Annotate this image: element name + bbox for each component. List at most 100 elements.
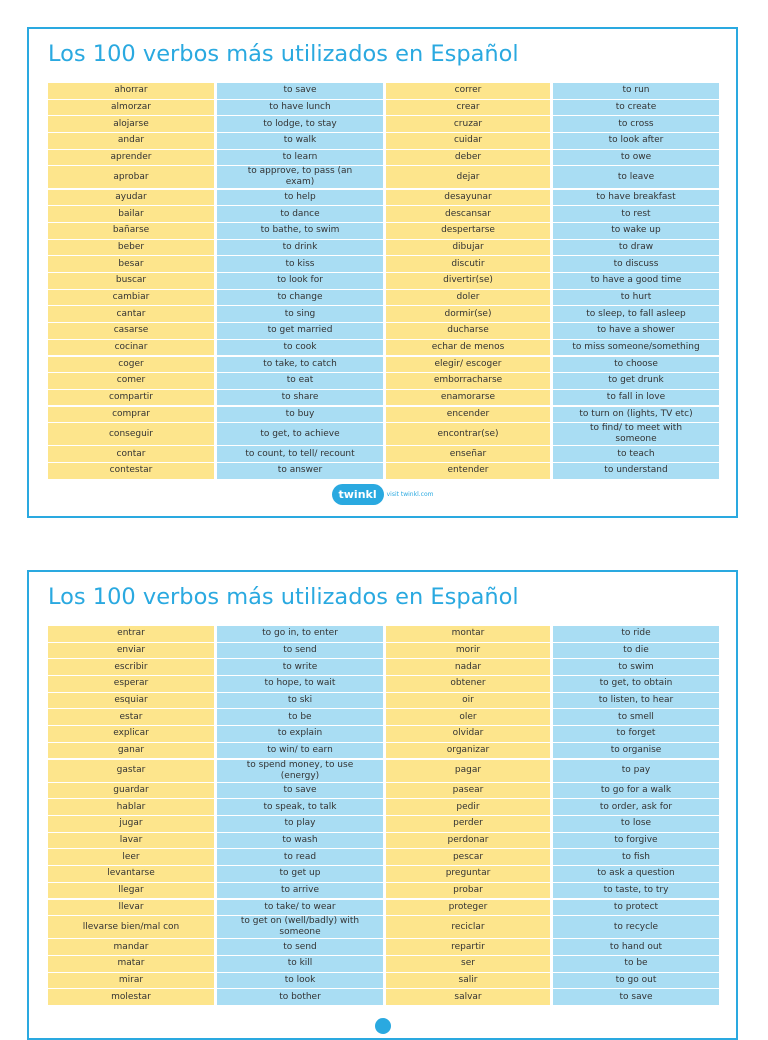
english-translation: to play [217, 816, 383, 832]
english-translation: to dance [217, 206, 383, 222]
english-translation: to choose [553, 356, 719, 372]
english-translation: to sing [217, 306, 383, 322]
spanish-verb: llevarse bien/mal con [48, 916, 214, 939]
spanish-verb: levantarse [48, 866, 214, 882]
spanish-verb: pagar [386, 759, 550, 782]
spanish-verb: conseguir [48, 423, 214, 446]
spanish-verb: gastar [48, 759, 214, 782]
english-translation: to fall in love [553, 389, 719, 406]
spanish-verb: organizar [386, 742, 550, 759]
spanish-verb: cambiar [48, 289, 214, 306]
spanish-verb: pescar [386, 849, 550, 865]
spanish-verb: repartir [386, 939, 550, 955]
spanish-verb: ganar [48, 742, 214, 759]
english-translation: to owe [553, 149, 719, 166]
spanish-verb: doler [386, 289, 550, 306]
spanish-verb: mirar [48, 972, 214, 989]
spanish-verb: enviar [48, 642, 214, 659]
footer-link: visit twinkl.com [386, 491, 434, 498]
english-translation: to sleep, to fall asleep [553, 306, 719, 322]
spanish-verb: elegir/ escoger [386, 356, 550, 372]
spanish-verb: discutir [386, 256, 550, 272]
spanish-verb: esperar [48, 676, 214, 692]
spanish-verb: escribir [48, 659, 214, 675]
english-translation: to understand [553, 463, 719, 479]
spanish-verb: cantar [48, 306, 214, 322]
english-translation: to kiss [217, 256, 383, 272]
english-translation: to run [553, 83, 719, 99]
english-translation: to ride [553, 626, 719, 642]
english-translation: to eat [217, 373, 383, 389]
english-translation: to learn [217, 149, 383, 166]
english-translation: to approve, to pass (an exam) [217, 166, 383, 189]
title: Los 100 verbos más utilizados en Español [48, 584, 519, 610]
english-translation: to have a shower [553, 323, 719, 339]
english-translation: to buy [217, 406, 383, 423]
spanish-verb: salir [386, 972, 550, 989]
spanish-verb: guardar [48, 782, 214, 799]
english-translation: to send [217, 939, 383, 955]
english-translation: to get up [217, 866, 383, 882]
english-translation: to get drunk [553, 373, 719, 389]
english-translation: to get, to achieve [217, 423, 383, 446]
spanish-verb: ducharse [386, 323, 550, 339]
english-translation: to drink [217, 239, 383, 256]
english-translation: to win/ to earn [217, 742, 383, 759]
spanish-verb: comer [48, 373, 214, 389]
verb-table: entrar to go in, to enter montar to ride env… [48, 626, 722, 1005]
english-translation: to draw [553, 239, 719, 256]
card: Los 100 verbos más utilizados en Español… [27, 570, 738, 1040]
spanish-verb: esquiar [48, 692, 214, 709]
spanish-verb: descansar [386, 206, 550, 222]
english-translation: to take/ to wear [217, 899, 383, 915]
spanish-verb: ayudar [48, 189, 214, 206]
english-translation: to die [553, 642, 719, 659]
spanish-verb: montar [386, 626, 550, 642]
english-translation: to rest [553, 206, 719, 222]
spanish-verb: llegar [48, 882, 214, 899]
english-translation: to listen, to hear [553, 692, 719, 709]
english-translation: to write [217, 659, 383, 675]
spanish-verb: dibujar [386, 239, 550, 256]
english-translation: to fish [553, 849, 719, 865]
spanish-verb: ahorrar [48, 83, 214, 99]
spanish-verb: explicar [48, 726, 214, 742]
english-translation: to hand out [553, 939, 719, 955]
english-translation: to wash [217, 832, 383, 849]
english-translation: to share [217, 389, 383, 406]
spanish-verb: echar de menos [386, 339, 550, 356]
spanish-verb: alojarse [48, 116, 214, 132]
english-translation: to pay [553, 759, 719, 782]
spanish-verb: emborracharse [386, 373, 550, 389]
english-translation: to look [217, 972, 383, 989]
english-translation: to order, ask for [553, 799, 719, 815]
english-translation: to hope, to wait [217, 676, 383, 692]
spanish-verb: aprobar [48, 166, 214, 189]
spanish-verb: proteger [386, 899, 550, 915]
spanish-verb: crear [386, 99, 550, 116]
spanish-verb: dormir(se) [386, 306, 550, 322]
english-translation: to taste, to try [553, 882, 719, 899]
english-translation: to have lunch [217, 99, 383, 116]
english-translation: to create [553, 99, 719, 116]
spanish-verb: ser [386, 956, 550, 972]
english-translation: to help [217, 189, 383, 206]
spanish-verb: divertir(se) [386, 273, 550, 289]
spanish-verb: buscar [48, 273, 214, 289]
english-translation: to lodge, to stay [217, 116, 383, 132]
english-translation: to spend money, to use (energy) [217, 759, 383, 782]
spanish-verb: perder [386, 816, 550, 832]
spanish-verb: enseñar [386, 446, 550, 462]
spanish-verb: obtener [386, 676, 550, 692]
logo: twinkl [331, 484, 384, 505]
spanish-verb: oir [386, 692, 550, 709]
spanish-verb: beber [48, 239, 214, 256]
english-translation: to ask a question [553, 866, 719, 882]
english-translation: to wake up [553, 223, 719, 239]
english-translation: to speak, to talk [217, 799, 383, 815]
english-translation: to turn on (lights, TV etc) [553, 406, 719, 423]
spanish-verb: salvar [386, 989, 550, 1005]
english-translation: to leave [553, 166, 719, 189]
spanish-verb: contestar [48, 463, 214, 479]
spanish-verb: entender [386, 463, 550, 479]
